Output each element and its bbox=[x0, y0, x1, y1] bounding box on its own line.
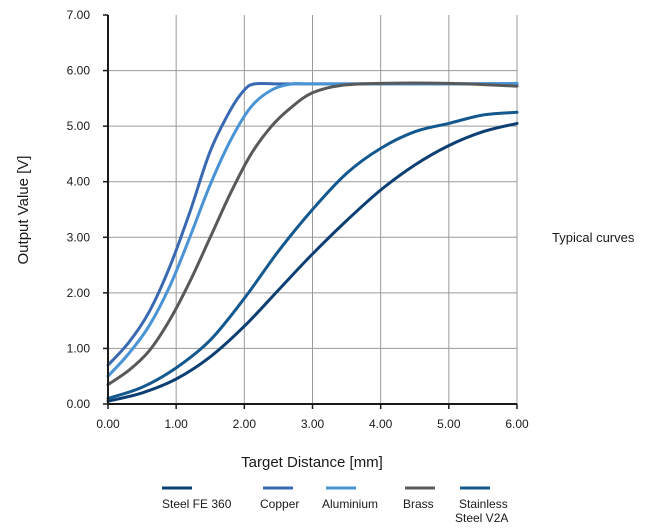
y-tick-label: 2.00 bbox=[67, 286, 91, 300]
x-tick-label: 6.00 bbox=[505, 417, 529, 431]
legend-label-aluminium: Aluminium bbox=[322, 497, 378, 511]
x-tick-label: 0.00 bbox=[96, 417, 120, 431]
x-axis-title: Target Distance [mm] bbox=[241, 454, 383, 471]
legend-label-copper: Copper bbox=[260, 497, 299, 511]
x-tick-label: 5.00 bbox=[437, 417, 461, 431]
x-tick-label: 1.00 bbox=[164, 417, 188, 431]
y-tick-label: 5.00 bbox=[67, 119, 91, 133]
series-line-brass bbox=[106, 81, 519, 387]
x-tick-labels: 0.00 1.00 2.00 3.00 4.00 5.00 6.00 bbox=[96, 404, 529, 431]
y-tick-label: 7.00 bbox=[67, 8, 91, 22]
legend: Steel FE 360 Copper Aluminium Brass Stai… bbox=[162, 486, 508, 525]
y-tick-label: 4.00 bbox=[67, 175, 91, 189]
x-tick-label: 4.00 bbox=[369, 417, 393, 431]
y-tick-label: 3.00 bbox=[67, 230, 91, 244]
legend-label-stainless-line-2: Steel V2A bbox=[455, 511, 508, 525]
series-group bbox=[106, 81, 519, 403]
y-tick-label: 0.00 bbox=[67, 397, 91, 411]
typical-curves-note: Typical curves bbox=[552, 230, 635, 245]
y-tick-label: 6.00 bbox=[67, 64, 91, 78]
x-tick-label: 2.00 bbox=[233, 417, 257, 431]
series-line-stainless-steel-v2a bbox=[106, 110, 519, 400]
y-tick-label: 1.00 bbox=[67, 341, 91, 355]
grid bbox=[108, 15, 518, 404]
y-axis-title: Output Value [V] bbox=[15, 156, 32, 265]
y-tick-labels: 0.00 1.00 2.00 3.00 4.00 5.00 6.00 7.00 bbox=[67, 8, 108, 411]
series-line-steel-fe-360 bbox=[106, 121, 519, 403]
x-tick-label: 3.00 bbox=[301, 417, 325, 431]
legend-label-brass: Brass bbox=[403, 497, 434, 511]
legend-label-stainless-line-1: Stainless bbox=[459, 497, 508, 511]
legend-label-steel-fe-360: Steel FE 360 bbox=[162, 497, 232, 511]
